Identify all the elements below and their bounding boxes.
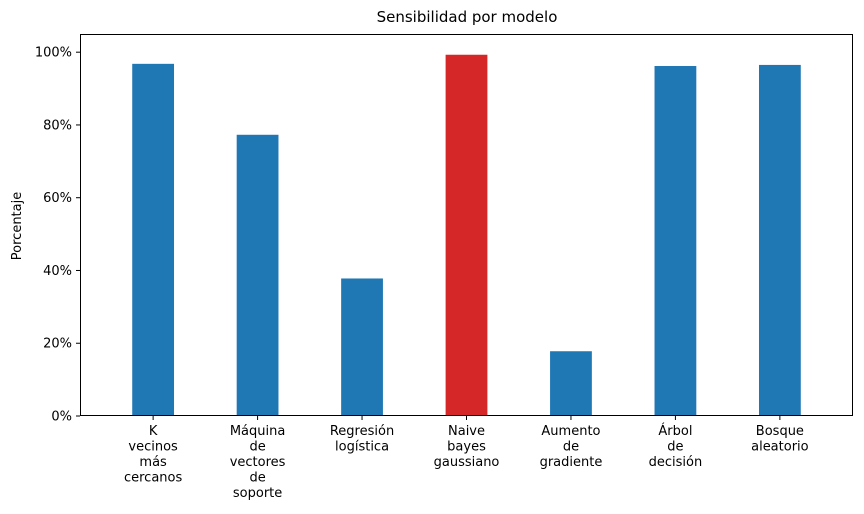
plot-frame	[80, 34, 853, 416]
bar-3	[445, 54, 488, 416]
bar-0	[132, 63, 175, 416]
bar-5	[654, 66, 697, 417]
y-tick-label-0: 0%	[51, 410, 72, 425]
y-tick-label-4: 80%	[43, 118, 72, 133]
x-tick-label-2: Regresión logística	[330, 424, 394, 455]
x-tick-label-1: Máquina de vectores de soporte	[230, 424, 286, 501]
x-tick-label-6: Bosque aleatorio	[751, 424, 809, 455]
bar-2	[341, 278, 383, 416]
bar-1	[236, 134, 279, 416]
y-tick-label-5: 100%	[35, 46, 72, 61]
bar-6	[758, 64, 801, 416]
x-tick-label-5: Árbol de decisión	[649, 423, 703, 470]
y-tick-label-3: 60%	[43, 191, 72, 206]
bars-group	[132, 54, 801, 417]
y-tick-label-2: 40%	[43, 264, 72, 279]
bar-4	[550, 351, 592, 416]
x-tick-label-4: Aumento de gradiente	[540, 424, 603, 470]
x-tick-label-3: Naive bayes gaussiano	[434, 424, 500, 470]
y-axis-ticks: 0% 20% 40% 60% 80% 100%	[35, 46, 80, 425]
chart-title: Sensibilidad por modelo	[377, 8, 558, 26]
y-axis-label: Porcentaje	[10, 192, 25, 260]
y-tick-label-1: 20%	[43, 337, 72, 352]
